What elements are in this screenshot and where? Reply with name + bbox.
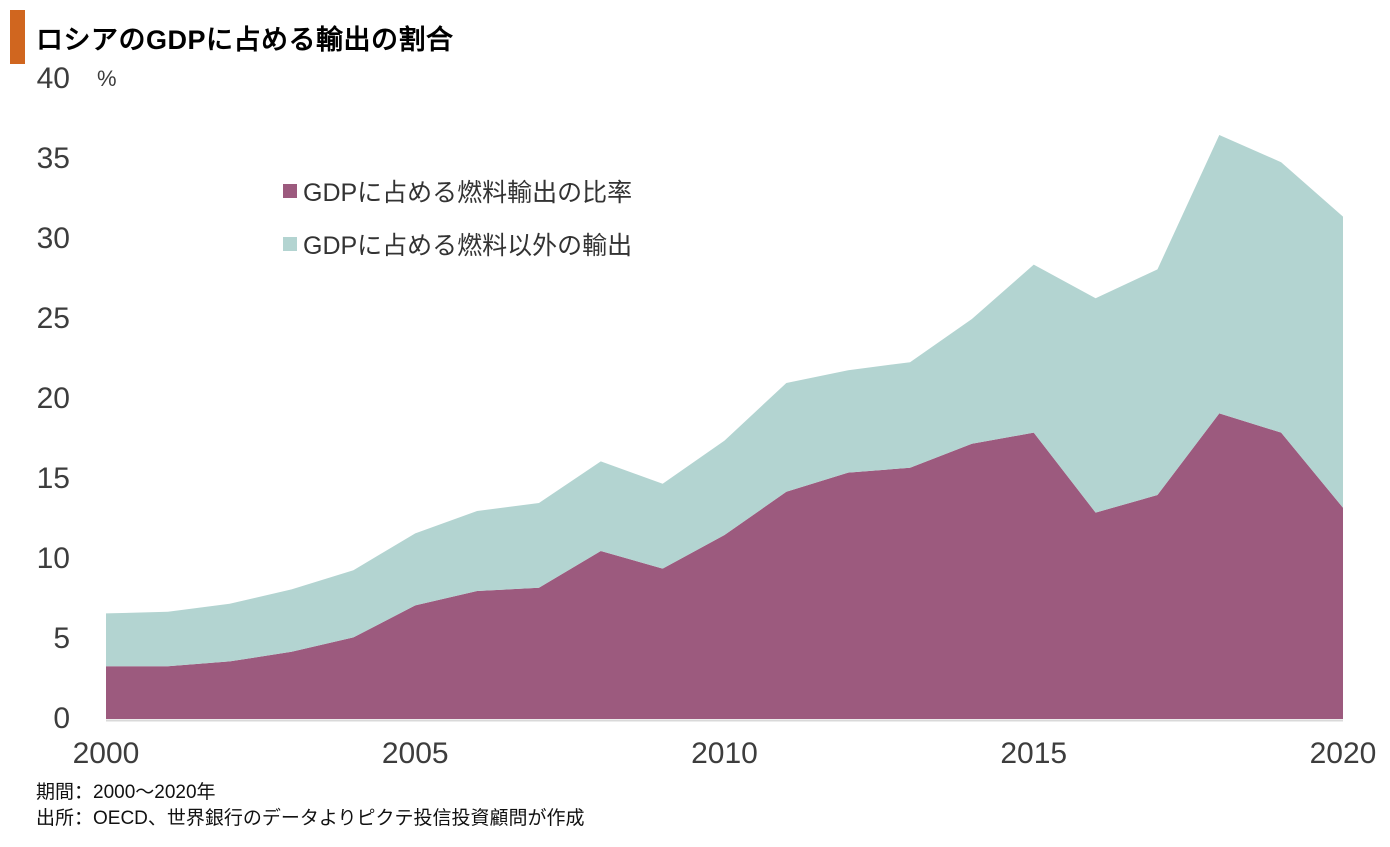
legend-item-fuel-exports: GDPに占める燃料輸出の比率: [283, 175, 632, 207]
page-title: ロシアのGDPに占める輸出の割合: [36, 25, 454, 55]
y-tick-label-15: 15: [36, 462, 70, 495]
footnote-source: 出所：OECD、世界銀行のデータよりピクテ投信投資顧問が作成: [36, 808, 585, 829]
y-tick-label-10: 10: [36, 542, 70, 575]
chart-legend: GDPに占める燃料輸出の比率 GDPに占める燃料以外の輸出: [283, 175, 632, 281]
area-nonfuel-exports: [106, 135, 1343, 667]
x-tick-label-2015: 2015: [1000, 737, 1068, 770]
y-tick-label-20: 20: [36, 382, 70, 415]
y-axis-unit-label: %: [97, 66, 117, 91]
y-tick-label-0: 0: [53, 702, 70, 735]
legend-swatch-fuel: [283, 184, 297, 198]
x-tick-label-2020: 2020: [1309, 737, 1377, 770]
legend-swatch-nonfuel: [283, 237, 297, 251]
y-tick-label-35: 35: [36, 142, 70, 175]
x-tick-label-2005: 2005: [381, 737, 449, 770]
area-fuel-exports: [106, 413, 1343, 719]
y-tick-label-5: 5: [53, 622, 70, 655]
legend-label-fuel: GDPに占める燃料輸出の比率: [303, 179, 633, 207]
legend-item-nonfuel-exports: GDPに占める燃料以外の輸出: [283, 228, 632, 260]
y-tick-label-30: 30: [36, 222, 70, 255]
x-tick-label-2000: 2000: [72, 737, 140, 770]
y-tick-label-40: 40: [36, 62, 70, 95]
footnote-period: 期間：2000〜2020年: [36, 782, 216, 803]
y-tick-label-25: 25: [36, 302, 70, 335]
legend-label-nonfuel: GDPに占める燃料以外の輸出: [303, 232, 633, 260]
title-accent-bar: [10, 10, 25, 64]
x-tick-label-2010: 2010: [691, 737, 758, 770]
chart-footnotes: 期間：2000〜2020年 出所：OECD、世界銀行のデータよりピクテ投信投資顧…: [36, 780, 585, 832]
